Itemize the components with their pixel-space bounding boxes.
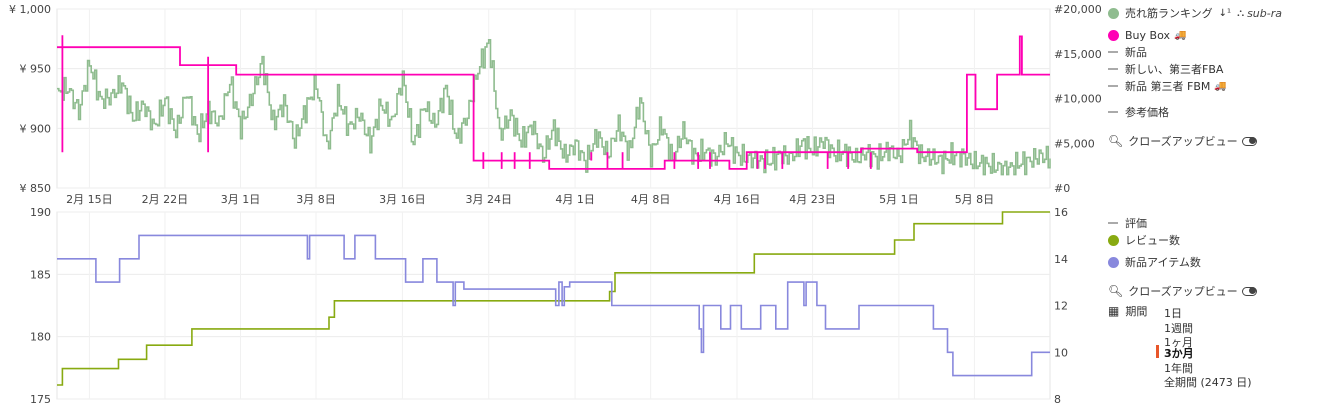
series-line-buybox [57,35,1050,170]
range-1year[interactable]: 1年間 [1164,362,1193,375]
plot-area [56,8,1051,189]
x-tick: 4月 16日 [714,193,761,206]
search-icon: 🔍︎ [1108,284,1124,298]
x-tick: 4月 23日 [789,193,836,206]
legend-dash-icon [1108,68,1118,70]
range-1month[interactable]: 1ヶ月 [1164,336,1193,349]
y-left-tick: ¥ 900 [20,122,52,135]
closeup-label: クローズアップビュー [1128,135,1238,148]
y-right-tick: 16 [1054,206,1068,219]
legend-dot-icon [1108,234,1119,246]
sort-icon[interactable]: ↓¹ [1218,7,1232,19]
legend-label: 新しい、第三者FBA [1125,63,1224,76]
y-left-tick: 180 [30,331,51,344]
active-range-indicator [1156,345,1159,358]
legend-dot-icon [1108,29,1119,41]
legend-dash-icon [1108,85,1118,87]
y-right-tick: 10 [1054,346,1068,359]
y-right-tick: 14 [1054,253,1068,266]
legend-dot-icon [1108,7,1119,19]
legend-item-buybox[interactable]: Buy Box 🚚 [1108,27,1186,43]
range-3months[interactable]: 3か月 [1164,347,1194,360]
legend-label: 新品 [1125,46,1147,59]
hierarchy-icon[interactable]: ⛬ [1237,7,1245,19]
closeup-label: クローズアップビュー [1128,285,1238,298]
x-tick: 4月 1日 [555,193,595,206]
y-left-tick: ¥ 1,000 [9,3,51,16]
bottom-chart: 190 185 180 175 16 14 12 10 8 [30,206,1068,406]
period-heading: ▦ 期間 [1108,303,1147,319]
x-tick: 2月 22日 [142,193,189,206]
legend-item-list-price[interactable]: 参考価格 [1108,104,1169,120]
y-right-tick: 8 [1054,393,1061,406]
legend-item-rating[interactable]: 評価 [1108,215,1147,231]
top-chart: ¥ 1,000 ¥ 950 ¥ 900 ¥ 850 #20,000 #15,000 #10,… [9,3,1102,206]
legend-dot-icon [1108,256,1119,268]
sub-rank-link[interactable]: sub-ra [1247,6,1282,20]
toggle-switch-icon[interactable] [1241,286,1257,296]
legend-item-new-fbm[interactable]: 新品 第三者 FBM 🚚 [1108,78,1227,94]
range-1day[interactable]: 1日 [1164,307,1182,320]
legend-item-review-count[interactable]: レビュー数 [1108,232,1180,248]
y-right-tick: #0 [1054,182,1070,195]
search-icon: 🔍︎ [1108,134,1124,148]
legend-label: 参考価格 [1125,106,1169,119]
toggle-switch-icon[interactable] [1241,136,1257,146]
y-right-tick: #5,000 [1054,137,1095,150]
y-right-tick: #10,000 [1054,93,1102,106]
y-left-tick: ¥ 850 [20,182,52,195]
legend-label: レビュー数 [1125,234,1180,247]
x-tick: 2月 15日 [66,193,113,206]
x-tick: 3月 1日 [221,193,261,206]
legend-label: 売れ筋ランキング [1125,7,1213,20]
x-tick: 5月 1日 [879,193,919,206]
closeup-toggle-bottom[interactable]: 🔍︎ クローズアップビュー [1108,283,1257,299]
closeup-toggle-top[interactable]: 🔍︎ クローズアップビュー [1108,133,1257,149]
y-left-tick: 190 [30,206,51,219]
range-1week[interactable]: 1週間 [1164,322,1193,335]
x-tick: 4月 8日 [631,193,671,206]
legend-dash-icon [1108,51,1118,53]
y-right-tick: #15,000 [1054,48,1102,61]
series-line-review-count [57,211,1050,386]
legend-label: 評価 [1125,217,1147,230]
y-left-tick: ¥ 950 [20,63,52,76]
legend-label: 新品アイテム数 [1125,256,1201,269]
calendar-icon: ▦ [1108,304,1120,318]
x-tick: 3月 24日 [465,193,512,206]
legend-dash-icon [1108,222,1118,224]
y-right-tick: #20,000 [1054,3,1102,16]
x-tick: 5月 8日 [955,193,995,206]
legend-item-new-fba[interactable]: 新しい、第三者FBA [1108,61,1223,77]
legend-label: 新品 第三者 FBM [1125,80,1211,93]
series-line-new-offer-count [57,234,1050,377]
y-left-tick: 185 [30,268,51,281]
legend-item-new[interactable]: 新品 [1108,44,1147,60]
y-right-tick: 12 [1054,300,1068,313]
x-tick: 3月 8日 [296,193,336,206]
x-tick: 3月 16日 [379,193,426,206]
legend-label: Buy Box [1125,28,1170,42]
legend-dash-icon [1108,111,1118,113]
truck-icon: 🚚 [1173,29,1187,41]
legend-item-new-offer-count[interactable]: 新品アイテム数 [1108,254,1201,270]
y-left-tick: 175 [30,393,51,406]
series-line-sales-rank [57,39,1051,176]
legend-item-sales-rank[interactable]: 売れ筋ランキング ↓¹ ⛬ sub-ra [1108,5,1282,21]
range-all[interactable]: 全期間 (2473 日) [1164,376,1252,389]
period-label: 期間 [1125,305,1148,318]
truck-icon: 🚚 [1214,80,1227,92]
